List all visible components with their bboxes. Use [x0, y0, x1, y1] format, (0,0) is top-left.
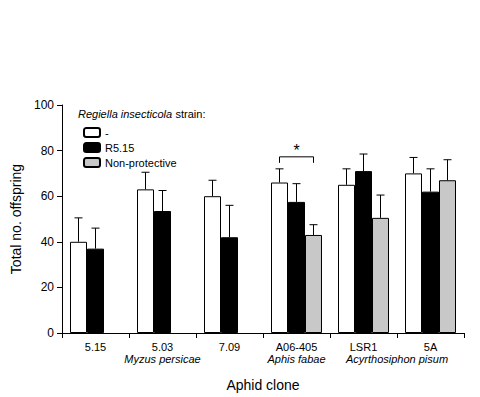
svg-text:Total no. offspring: Total no. offspring — [8, 164, 24, 274]
svg-text:Myzus persicae: Myzus persicae — [124, 353, 200, 365]
svg-text:Non-protective: Non-protective — [105, 157, 177, 169]
svg-text:Acyrthosiphon pisum: Acyrthosiphon pisum — [345, 353, 448, 365]
svg-text:-: - — [105, 127, 109, 139]
svg-text:80: 80 — [41, 144, 55, 158]
svg-text:5.15: 5.15 — [85, 341, 106, 353]
svg-text:Aphis fabae: Aphis fabae — [266, 353, 325, 365]
svg-text:0: 0 — [47, 326, 54, 340]
svg-text:Aphid clone: Aphid clone — [226, 377, 299, 393]
svg-text:60: 60 — [41, 189, 55, 203]
svg-text:7.09: 7.09 — [219, 341, 240, 353]
svg-text:20: 20 — [41, 280, 55, 294]
svg-text:5.03: 5.03 — [152, 341, 173, 353]
svg-text:strain:: strain: — [175, 108, 205, 120]
svg-text:100: 100 — [34, 98, 54, 112]
svg-text:Regiella insecticola: Regiella insecticola — [78, 108, 172, 120]
svg-text:*: * — [293, 142, 299, 159]
svg-text:LSR1: LSR1 — [350, 341, 378, 353]
svg-text:5A: 5A — [424, 341, 438, 353]
svg-text:A06-405: A06-405 — [276, 341, 318, 353]
svg-text:40: 40 — [41, 235, 55, 249]
svg-text:R5.15: R5.15 — [105, 142, 134, 154]
